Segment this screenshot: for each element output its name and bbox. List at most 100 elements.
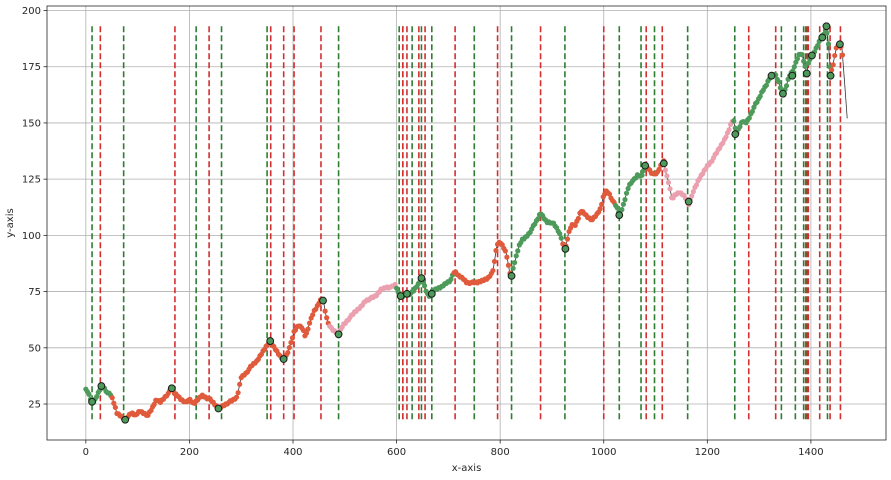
price-marker bbox=[305, 326, 311, 332]
price-marker bbox=[777, 85, 783, 91]
price-marker bbox=[111, 400, 117, 406]
price-marker bbox=[289, 335, 296, 341]
x-tick-label: 200 bbox=[180, 447, 199, 458]
price-marker bbox=[662, 167, 668, 173]
price-marker bbox=[572, 222, 578, 229]
price-marker bbox=[510, 265, 516, 271]
price-marker bbox=[825, 41, 832, 47]
price-marker bbox=[513, 253, 519, 259]
x-tick-label: 1000 bbox=[591, 447, 616, 458]
price-marker bbox=[731, 118, 737, 124]
tick-layer: 0 200 400 600 800 1000 1200 1400 25 50 75 100 125 150… bbox=[22, 6, 824, 458]
price-marker bbox=[235, 390, 241, 396]
price-marker bbox=[599, 201, 605, 207]
price-marker bbox=[667, 186, 673, 192]
y-tick-label: 75 bbox=[28, 287, 41, 298]
extrema-layer bbox=[88, 22, 844, 424]
price-marker bbox=[723, 134, 729, 140]
price-marker bbox=[805, 60, 811, 66]
price-marker bbox=[763, 82, 769, 88]
price-marker bbox=[575, 215, 581, 222]
price-marker bbox=[491, 258, 498, 265]
grid-layer bbox=[47, 6, 886, 440]
price-marker bbox=[726, 127, 732, 133]
price-marker bbox=[639, 172, 645, 178]
price-marker bbox=[288, 339, 294, 346]
x-tick-label: 400 bbox=[283, 447, 302, 458]
x-tick-label: 800 bbox=[491, 447, 510, 458]
price-marker bbox=[448, 276, 454, 282]
y-tick-label: 150 bbox=[22, 118, 41, 129]
price-marker bbox=[665, 179, 672, 186]
price-marker bbox=[801, 58, 807, 64]
extrema-point bbox=[779, 89, 787, 98]
extrema-point bbox=[88, 397, 96, 406]
price-marker bbox=[619, 207, 625, 213]
extrema-point bbox=[507, 271, 516, 280]
price-marker bbox=[794, 56, 801, 62]
price-marker bbox=[502, 248, 508, 254]
x-axis-label: x-axis bbox=[452, 463, 482, 474]
price-marker bbox=[112, 404, 118, 411]
price-marker bbox=[606, 191, 613, 197]
x-tick-label: 1400 bbox=[798, 447, 823, 458]
price-marker bbox=[839, 52, 846, 58]
price-marker bbox=[622, 197, 628, 203]
extrema-point bbox=[836, 40, 844, 49]
price-marker bbox=[322, 308, 328, 314]
extrema-point bbox=[266, 337, 275, 345]
price-marker bbox=[749, 108, 755, 115]
price-marker bbox=[830, 62, 836, 68]
x-tick-label: 600 bbox=[387, 447, 406, 458]
price-marker bbox=[802, 63, 808, 69]
extrema-point bbox=[334, 330, 343, 339]
price-marker bbox=[746, 115, 752, 121]
price-marker bbox=[625, 185, 631, 192]
price-marker bbox=[815, 42, 821, 49]
price-marker bbox=[535, 216, 541, 222]
extrema-point bbox=[417, 274, 426, 282]
extrema-point bbox=[731, 130, 740, 139]
extrema-point bbox=[826, 71, 835, 80]
marker-layer bbox=[83, 27, 846, 423]
extrema-point bbox=[167, 384, 176, 393]
price-series-layer bbox=[85, 27, 848, 421]
price-marker bbox=[824, 30, 830, 36]
signal-lines-layer bbox=[91, 26, 842, 420]
price-marker bbox=[109, 395, 115, 401]
extrema-point bbox=[403, 289, 411, 298]
price-marker bbox=[493, 247, 499, 254]
extrema-point bbox=[684, 197, 693, 206]
y-tick-label: 200 bbox=[22, 6, 41, 17]
extrema-point bbox=[788, 71, 797, 80]
price-marker bbox=[151, 401, 157, 407]
extrema-point bbox=[615, 211, 624, 220]
extrema-point bbox=[767, 71, 776, 80]
extrema-point bbox=[818, 33, 827, 42]
y-tick-label: 175 bbox=[22, 62, 41, 73]
extrema-point bbox=[214, 404, 223, 413]
price-marker bbox=[656, 166, 662, 172]
price-marker bbox=[557, 231, 563, 237]
price-marker bbox=[504, 254, 510, 260]
extrema-point bbox=[97, 382, 106, 390]
price-marker bbox=[757, 93, 763, 99]
x-tick-label: 1200 bbox=[695, 447, 720, 458]
price-marker bbox=[832, 52, 838, 59]
price-line bbox=[85, 27, 848, 421]
price-marker bbox=[689, 193, 695, 199]
price-marker bbox=[310, 312, 316, 318]
price-marker bbox=[829, 67, 835, 73]
extrema-point bbox=[427, 289, 436, 298]
extrema-point bbox=[561, 244, 570, 253]
price-marker bbox=[306, 320, 313, 326]
price-marker bbox=[791, 64, 797, 70]
price-marker bbox=[421, 283, 428, 289]
price-marker bbox=[558, 235, 564, 241]
price-marker bbox=[623, 190, 630, 196]
extrema-point bbox=[822, 22, 831, 31]
extrema-point bbox=[802, 69, 811, 78]
price-marker bbox=[597, 206, 603, 212]
price-marker bbox=[286, 344, 292, 351]
